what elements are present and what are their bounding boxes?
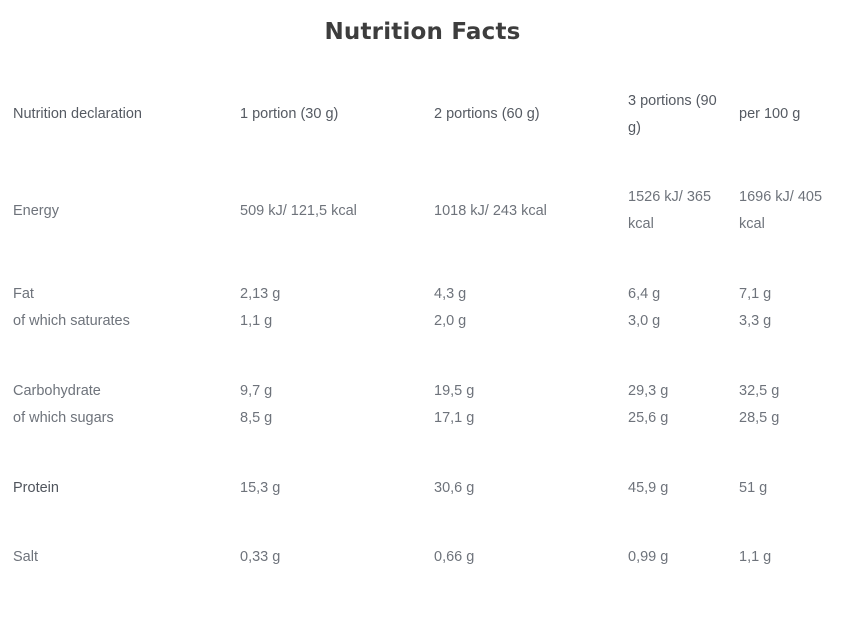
fat-2-portions: 4,3 g: [434, 286, 467, 302]
energy-per-100g: 1696 kJ/ 405 kcal: [739, 189, 823, 232]
energy-3-portions: 1526 kJ/ 365 kcal: [628, 189, 712, 232]
carbohydrate-3-portions: 29,3 g: [628, 383, 669, 399]
row-label-fat: Fat: [13, 286, 34, 302]
row-label-energy: Energy: [13, 203, 59, 219]
saturates-3-portions: 3,0 g: [628, 313, 661, 329]
row-label-saturates: of which saturates: [13, 313, 130, 329]
header-per-100g: per 100 g: [739, 106, 801, 122]
page-title: Nutrition Facts: [324, 19, 521, 45]
header-nutrition-declaration: Nutrition declaration: [13, 106, 142, 122]
row-label-salt: Salt: [13, 549, 38, 565]
header-2-portions: 2 portions (60 g): [434, 106, 540, 122]
carbohydrate-per-100g: 32,5 g: [739, 383, 780, 399]
fat-3-portions: 6,4 g: [628, 286, 661, 302]
fat-per-100g: 7,1 g: [739, 286, 772, 302]
carbohydrate-1-portion: 9,7 g: [240, 383, 273, 399]
row-label-sugars: of which sugars: [13, 410, 114, 426]
salt-per-100g: 1,1 g: [739, 549, 772, 565]
protein-1-portion: 15,3 g: [240, 480, 281, 496]
row-label-carbohydrate: Carbohydrate: [13, 383, 101, 399]
carbohydrate-2-portions: 19,5 g: [434, 383, 475, 399]
row-label-protein: Protein: [13, 480, 59, 496]
protein-per-100g: 51 g: [739, 480, 768, 496]
sugars-3-portions: 25,6 g: [628, 410, 669, 426]
saturates-2-portions: 2,0 g: [434, 313, 467, 329]
sugars-1-portion: 8,5 g: [240, 410, 273, 426]
sugars-per-100g: 28,5 g: [739, 410, 780, 426]
energy-2-portions: 1018 kJ/ 243 kcal: [434, 203, 547, 219]
header-1-portion: 1 portion (30 g): [240, 106, 339, 122]
saturates-per-100g: 3,3 g: [739, 313, 772, 329]
sugars-2-portions: 17,1 g: [434, 410, 475, 426]
header-3-portions: 3 portions (90 g): [628, 93, 717, 136]
saturates-1-portion: 1,1 g: [240, 313, 273, 329]
salt-2-portions: 0,66 g: [434, 549, 475, 565]
salt-1-portion: 0,33 g: [240, 549, 281, 565]
protein-2-portions: 30,6 g: [434, 480, 475, 496]
energy-1-portion: 509 kJ/ 121,5 kcal: [240, 203, 357, 219]
protein-3-portions: 45,9 g: [628, 480, 669, 496]
fat-1-portion: 2,13 g: [240, 286, 281, 302]
salt-3-portions: 0,99 g: [628, 549, 669, 565]
